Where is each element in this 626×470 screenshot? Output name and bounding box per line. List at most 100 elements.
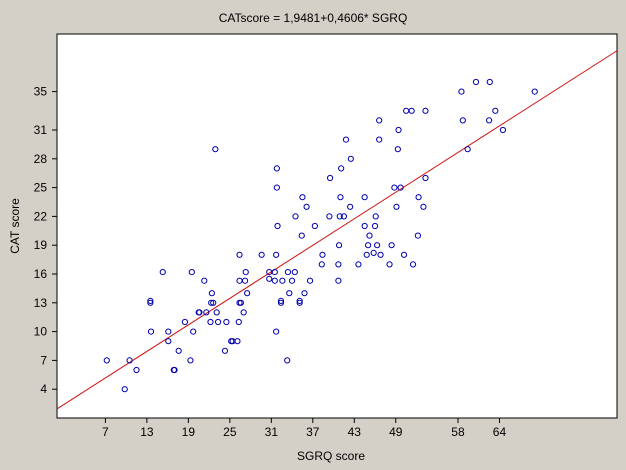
x-tick-label: 64: [493, 425, 507, 439]
data-point: [318, 261, 325, 268]
data-point: [395, 126, 402, 134]
x-axis-ticks: 7 13 19 25 31 37 43 49 58 64: [102, 418, 506, 439]
data-point: [366, 232, 373, 239]
data-point: [292, 213, 299, 220]
data-point: [214, 318, 222, 326]
data-point: [201, 277, 208, 284]
data-point: [171, 366, 178, 374]
data-point: [273, 165, 280, 172]
y-axis-ticks: 4 7 10 13 16 19 22 25 28 31 35: [34, 85, 57, 396]
data-point: [414, 232, 421, 239]
y-axis-label: CAT score: [8, 198, 22, 254]
data-point: [296, 297, 303, 304]
data-point: [207, 318, 214, 326]
data-point: [147, 297, 154, 304]
data-point: [373, 242, 381, 249]
y-tick-label: 31: [34, 123, 48, 137]
data-point: [165, 338, 172, 345]
data-point: [121, 386, 128, 393]
data-point: [370, 249, 377, 256]
data-point: [388, 242, 395, 249]
data-point: [393, 203, 400, 210]
data-point: [240, 309, 247, 316]
y-tick-label: 4: [40, 382, 47, 396]
data-point: [159, 268, 166, 276]
fit-line-layer: [56, 50, 618, 410]
y-tick-label: 7: [40, 353, 47, 367]
data-point: [266, 275, 273, 282]
data-point: [391, 184, 398, 191]
y-tick-label: 13: [34, 296, 48, 310]
data-point: [273, 184, 280, 191]
y-tick-label: 35: [34, 85, 48, 99]
data-point: [342, 136, 350, 143]
data-point: [376, 117, 383, 124]
data-point: [298, 232, 305, 239]
data-point: [415, 194, 422, 201]
data-point: [303, 203, 310, 210]
x-tick-label: 31: [265, 425, 279, 439]
data-point: [400, 251, 408, 258]
data-point: [203, 309, 210, 316]
data-point: [235, 318, 242, 326]
data-point: [221, 347, 229, 354]
data-point: [175, 347, 182, 354]
data-point: [242, 268, 249, 276]
x-tick-label: 37: [306, 425, 320, 439]
data-point: [337, 194, 344, 201]
data-point: [147, 328, 155, 335]
data-point: [301, 290, 308, 297]
x-tick-label: 13: [140, 425, 154, 439]
x-tick-label: 58: [451, 425, 465, 439]
regression-line: [56, 50, 618, 410]
y-tick-label: 19: [34, 238, 48, 252]
data-point: [531, 88, 538, 95]
data-point: [422, 107, 429, 114]
data-point: [376, 136, 383, 143]
data-point: [326, 174, 334, 182]
data-point: [335, 261, 342, 268]
data-point: [336, 213, 343, 220]
data-point: [273, 328, 280, 335]
data-points: [103, 78, 538, 393]
data-point: [311, 222, 318, 230]
x-tick-label: 43: [348, 425, 362, 439]
data-point: [279, 277, 286, 284]
data-point: [274, 222, 281, 230]
data-point: [365, 242, 372, 249]
data-point: [361, 222, 368, 230]
data-point: [273, 251, 280, 258]
data-point: [147, 299, 154, 306]
data-point: [286, 290, 293, 297]
data-point: [409, 261, 417, 268]
x-tick-label: 7: [102, 425, 109, 439]
data-point: [208, 290, 215, 297]
data-point: [284, 268, 292, 276]
data-point: [408, 107, 415, 114]
y-tick-label: 16: [34, 267, 48, 281]
data-point: [187, 357, 194, 364]
data-point: [397, 184, 404, 191]
data-point: [213, 309, 220, 316]
y-tick-label: 28: [34, 152, 48, 166]
data-point: [458, 88, 465, 95]
data-point: [241, 277, 249, 284]
data-point: [296, 299, 303, 306]
y-tick-label: 25: [34, 181, 48, 195]
data-point: [244, 290, 251, 297]
data-point: [386, 261, 393, 268]
x-axis-label: SGRQ score: [297, 449, 365, 463]
data-point: [472, 78, 480, 86]
data-point: [306, 277, 314, 284]
data-point: [347, 155, 354, 162]
data-point: [335, 242, 343, 249]
data-point: [126, 357, 133, 364]
data-point: [188, 268, 195, 276]
y-tick-label: 10: [34, 325, 48, 339]
data-point: [459, 117, 466, 124]
data-point: [133, 366, 140, 374]
data-point: [223, 318, 230, 326]
data-point: [208, 299, 215, 306]
data-point: [190, 328, 197, 335]
